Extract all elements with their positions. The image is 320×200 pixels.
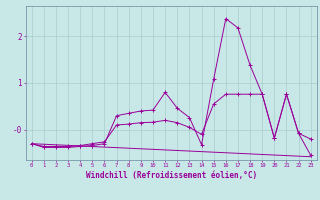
X-axis label: Windchill (Refroidissement éolien,°C): Windchill (Refroidissement éolien,°C) <box>86 171 257 180</box>
